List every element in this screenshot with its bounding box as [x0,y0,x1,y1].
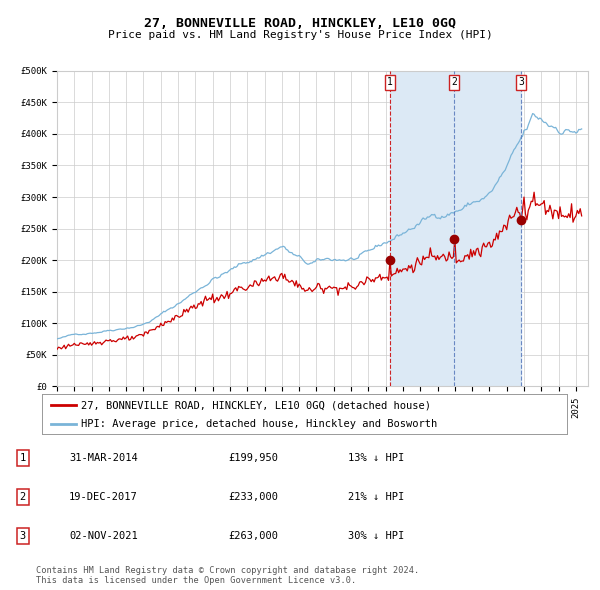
Text: £199,950: £199,950 [228,453,278,463]
Text: 3: 3 [518,77,524,87]
Text: HPI: Average price, detached house, Hinckley and Bosworth: HPI: Average price, detached house, Hinc… [82,419,437,430]
Text: £233,000: £233,000 [228,492,278,502]
Text: Contains HM Land Registry data © Crown copyright and database right 2024.
This d: Contains HM Land Registry data © Crown c… [36,566,419,585]
Text: 1: 1 [20,453,26,463]
Text: 31-MAR-2014: 31-MAR-2014 [69,453,138,463]
Text: 19-DEC-2017: 19-DEC-2017 [69,492,138,502]
Text: 27, BONNEVILLE ROAD, HINCKLEY, LE10 0GQ (detached house): 27, BONNEVILLE ROAD, HINCKLEY, LE10 0GQ … [82,401,431,411]
Text: 1: 1 [387,77,393,87]
Text: 21% ↓ HPI: 21% ↓ HPI [348,492,404,502]
Text: 30% ↓ HPI: 30% ↓ HPI [348,531,404,541]
Text: 13% ↓ HPI: 13% ↓ HPI [348,453,404,463]
Text: 2: 2 [20,492,26,502]
Text: 27, BONNEVILLE ROAD, HINCKLEY, LE10 0GQ: 27, BONNEVILLE ROAD, HINCKLEY, LE10 0GQ [144,17,456,30]
Text: 2: 2 [451,77,457,87]
Bar [390,71,521,386]
Text: Price paid vs. HM Land Registry's House Price Index (HPI): Price paid vs. HM Land Registry's House … [107,30,493,40]
Text: 02-NOV-2021: 02-NOV-2021 [69,531,138,541]
Text: £263,000: £263,000 [228,531,278,541]
Text: 3: 3 [20,531,26,541]
